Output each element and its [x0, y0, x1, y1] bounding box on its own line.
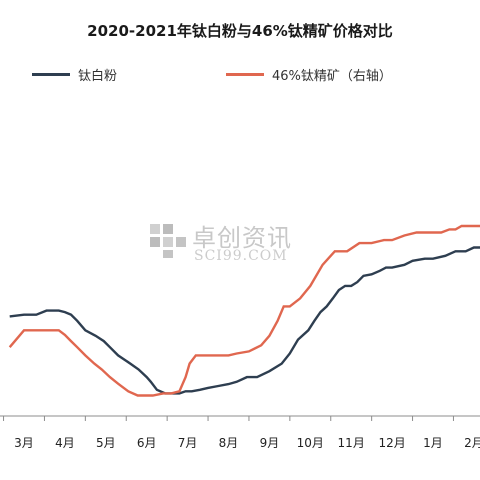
x-tick-label: 12月: [378, 436, 405, 450]
legend-label-0: 钛白粉: [78, 69, 118, 84]
x-tick-label: 6月: [137, 436, 157, 450]
sci99-logo-icon: [150, 224, 186, 258]
x-tick-label: 4月: [55, 436, 75, 450]
x-tick-label: 3月: [14, 436, 34, 450]
watermark: 卓创资讯 SCI99.COM: [148, 218, 338, 268]
watermark-text-en: SCI99.COM: [194, 248, 288, 264]
series-line-1: [8, 224, 480, 397]
chart-title: 2020-2021年钛白粉与46%钛精矿价格对比: [87, 22, 393, 40]
legend-swatch-1: [226, 73, 264, 76]
x-tick-label: 1月: [423, 436, 443, 450]
x-tick-label: 2月: [464, 436, 480, 450]
watermark-text-cn: 卓创资讯: [192, 224, 292, 252]
legend-swatch-0: [32, 73, 70, 76]
x-tick-label: 9月: [260, 436, 280, 450]
x-axis-ticks: [3, 416, 454, 421]
series-line-0: [9, 246, 480, 395]
x-tick-label: 8月: [219, 436, 239, 450]
x-axis-labels: 3月 4月 5月 6月 7月 8月 9月 10月 11月 12月 1月 2月: [14, 436, 480, 450]
legend-label-1: 46%钛精矿（右轴）: [272, 69, 392, 84]
series-lines: [8, 224, 480, 397]
x-tick-label: 11月: [338, 436, 365, 450]
x-tick-label: 7月: [178, 436, 198, 450]
x-tick-label: 5月: [96, 436, 116, 450]
x-tick-label: 10月: [297, 436, 324, 450]
